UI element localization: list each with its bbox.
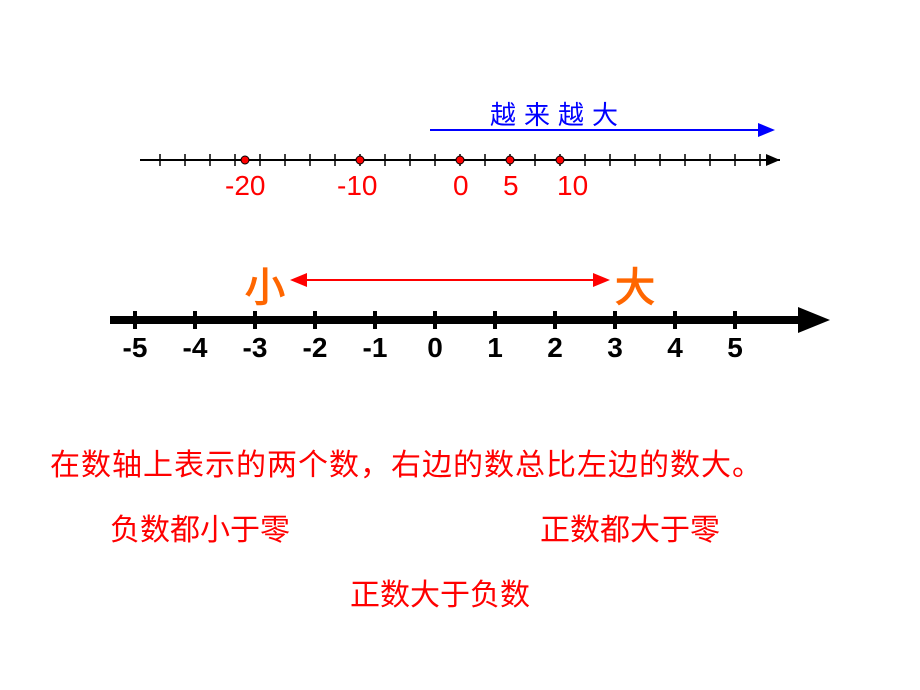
label-big: 大 <box>615 255 655 313</box>
label-small: 小 <box>245 255 285 313</box>
axis2-label: -4 <box>183 332 208 363</box>
axis1-label: 5 <box>503 170 519 201</box>
axis2-label: 0 <box>427 332 443 363</box>
axis2-label: 2 <box>547 332 563 363</box>
axis1-label: 0 <box>453 170 469 201</box>
axis2-label: -3 <box>243 332 268 363</box>
axis2-label: -1 <box>363 332 388 363</box>
rule-line-3: 正数大于负数 <box>350 570 530 614</box>
rule-line-2b: 正数都大于零 <box>540 505 720 549</box>
axis1-label: -20 <box>225 170 265 201</box>
diagram-svg: -20-100510-5-4-3-2-1012345 <box>0 0 920 420</box>
axis2-label: 3 <box>607 332 623 363</box>
axis1-label: -10 <box>337 170 377 201</box>
rule-line-2a: 负数都小于零 <box>110 505 290 549</box>
axis2-label: 1 <box>487 332 503 363</box>
axis1-label: 10 <box>557 170 588 201</box>
top-arrow-label: 越来越大 <box>490 95 626 132</box>
axis2-label: 5 <box>727 332 743 363</box>
axis2-label: -2 <box>303 332 328 363</box>
axis2-label: 4 <box>667 332 683 363</box>
diagram-container: -20-100510-5-4-3-2-1012345 越来越大 小 大 在数轴上… <box>0 0 920 690</box>
rule-line-1: 在数轴上表示的两个数，右边的数总比左边的数大。 <box>50 440 763 484</box>
axis2-label: -5 <box>123 332 148 363</box>
